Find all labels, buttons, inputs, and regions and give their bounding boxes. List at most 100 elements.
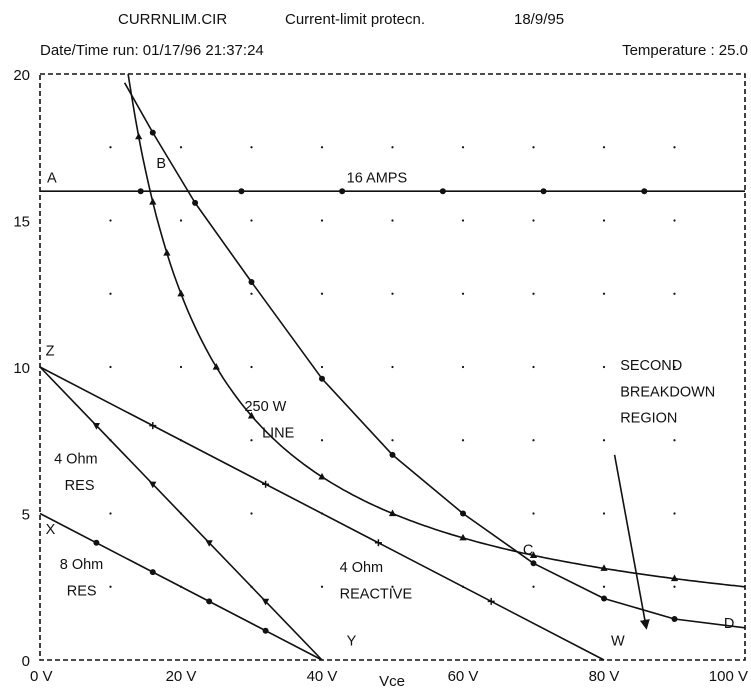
grid-dot (673, 292, 676, 295)
annotation-label: A (47, 170, 57, 186)
grid-dot (532, 292, 535, 295)
series-line (39, 512, 323, 661)
series-point (149, 422, 157, 430)
series-point (671, 615, 678, 622)
annotation-label: C (523, 543, 533, 559)
grid-dot (461, 439, 465, 442)
series-point (600, 564, 608, 571)
grid-dot (602, 512, 606, 515)
annotation-label: RES (67, 584, 97, 600)
grid-dot (179, 365, 183, 369)
annotation-label: Z (46, 343, 55, 359)
grid-dot (250, 146, 253, 149)
annotation-label: 250 W (244, 399, 286, 415)
series-point (439, 188, 446, 195)
annotation-label: BREAKDOWN (620, 384, 715, 400)
series-point (92, 423, 100, 430)
series-line (39, 366, 323, 661)
series-point (248, 279, 255, 286)
grid-dot (109, 585, 112, 588)
series-point (262, 627, 269, 634)
grid-dot (109, 146, 112, 149)
grid-dot (532, 146, 535, 149)
series-line (39, 366, 605, 661)
grid-dot (673, 365, 676, 369)
axis-ticks: 0 V 20 V 40 V 60 V 80 V 100 V 0 5 10 15 20 (13, 67, 748, 685)
annotations: A B 16 AMPS Z X 250 W LINE 4 Ohm RES 8 Ohm RES 4 Oh… (46, 156, 735, 650)
series-point (149, 481, 157, 489)
annotation-label: B (156, 156, 166, 172)
x-axis-label: Vce (379, 673, 405, 690)
grid-dot (391, 365, 394, 369)
series-point (487, 597, 495, 605)
series-point (529, 551, 538, 558)
series-point (319, 375, 325, 382)
series-point (459, 533, 467, 541)
series-point (460, 510, 466, 517)
series-line (127, 73, 746, 588)
grid-dot (532, 219, 535, 222)
grid-dot (602, 585, 606, 588)
grid-dot (250, 439, 253, 442)
series-line (123, 82, 746, 629)
annotation-label: 4 Ohm (54, 452, 98, 468)
series-5 (39, 366, 605, 661)
annotation-label: D (724, 616, 734, 632)
grid-dot (602, 365, 606, 369)
grid-dot (532, 365, 535, 369)
grid-dot (250, 219, 253, 222)
annotation-label: Y (347, 633, 357, 649)
series-2 (127, 73, 746, 588)
header-date: 18/9/95 (514, 11, 564, 28)
series-point (670, 574, 679, 582)
grid-dot (109, 219, 112, 222)
annotation-label: 8 Ohm (60, 557, 104, 573)
series-point (135, 132, 143, 140)
series-point (262, 480, 270, 488)
series-point (339, 188, 346, 195)
grid-dot (320, 439, 324, 442)
grid-dot (391, 219, 394, 222)
series-point (137, 188, 144, 195)
annotation-label: SECOND (620, 358, 682, 374)
y-tick-label: 20 (13, 67, 30, 84)
header-temperature: Temperature : 25.0 (622, 42, 748, 59)
annotation-label: LINE (262, 425, 295, 441)
series-point (238, 188, 245, 195)
grid-dot (320, 146, 324, 149)
grid-dot (602, 439, 606, 442)
series-3 (39, 366, 323, 661)
grid-dot (461, 219, 465, 222)
grid-dot (461, 146, 465, 149)
grid-dot (673, 439, 676, 442)
y-tick-label: 0 (22, 653, 30, 670)
grid-dot (391, 146, 394, 149)
series-point (247, 411, 256, 419)
y-tick-label: 15 (13, 214, 30, 231)
series-point (388, 509, 397, 517)
grid-dot (320, 219, 324, 222)
annotation-label: REACTIVE (340, 586, 413, 602)
x-tick-label: 80 V (589, 668, 620, 685)
annotation-label: 16 AMPS (347, 170, 407, 186)
grid-dot (109, 365, 112, 369)
series-point (149, 569, 156, 576)
breakdown-arrow (613, 454, 650, 630)
grid-dot (461, 292, 465, 295)
grid-dot (673, 146, 676, 149)
header-file-name: CURRNLIM.CIR (118, 11, 227, 28)
series-point (540, 188, 547, 195)
series-point (374, 539, 382, 547)
grid-dot (250, 512, 253, 515)
series-point (212, 363, 220, 370)
grid-dot (602, 219, 606, 222)
x-tick-label: 40 V (307, 668, 338, 685)
grid-dot (602, 292, 606, 295)
y-tick-label: 5 (22, 507, 30, 524)
grid-dot (673, 512, 676, 515)
x-tick-label: 0 V (30, 668, 53, 685)
grid-dot (602, 146, 606, 149)
series-point (318, 472, 326, 480)
x-tick-label: 20 V (166, 668, 197, 685)
series-point (177, 289, 185, 297)
